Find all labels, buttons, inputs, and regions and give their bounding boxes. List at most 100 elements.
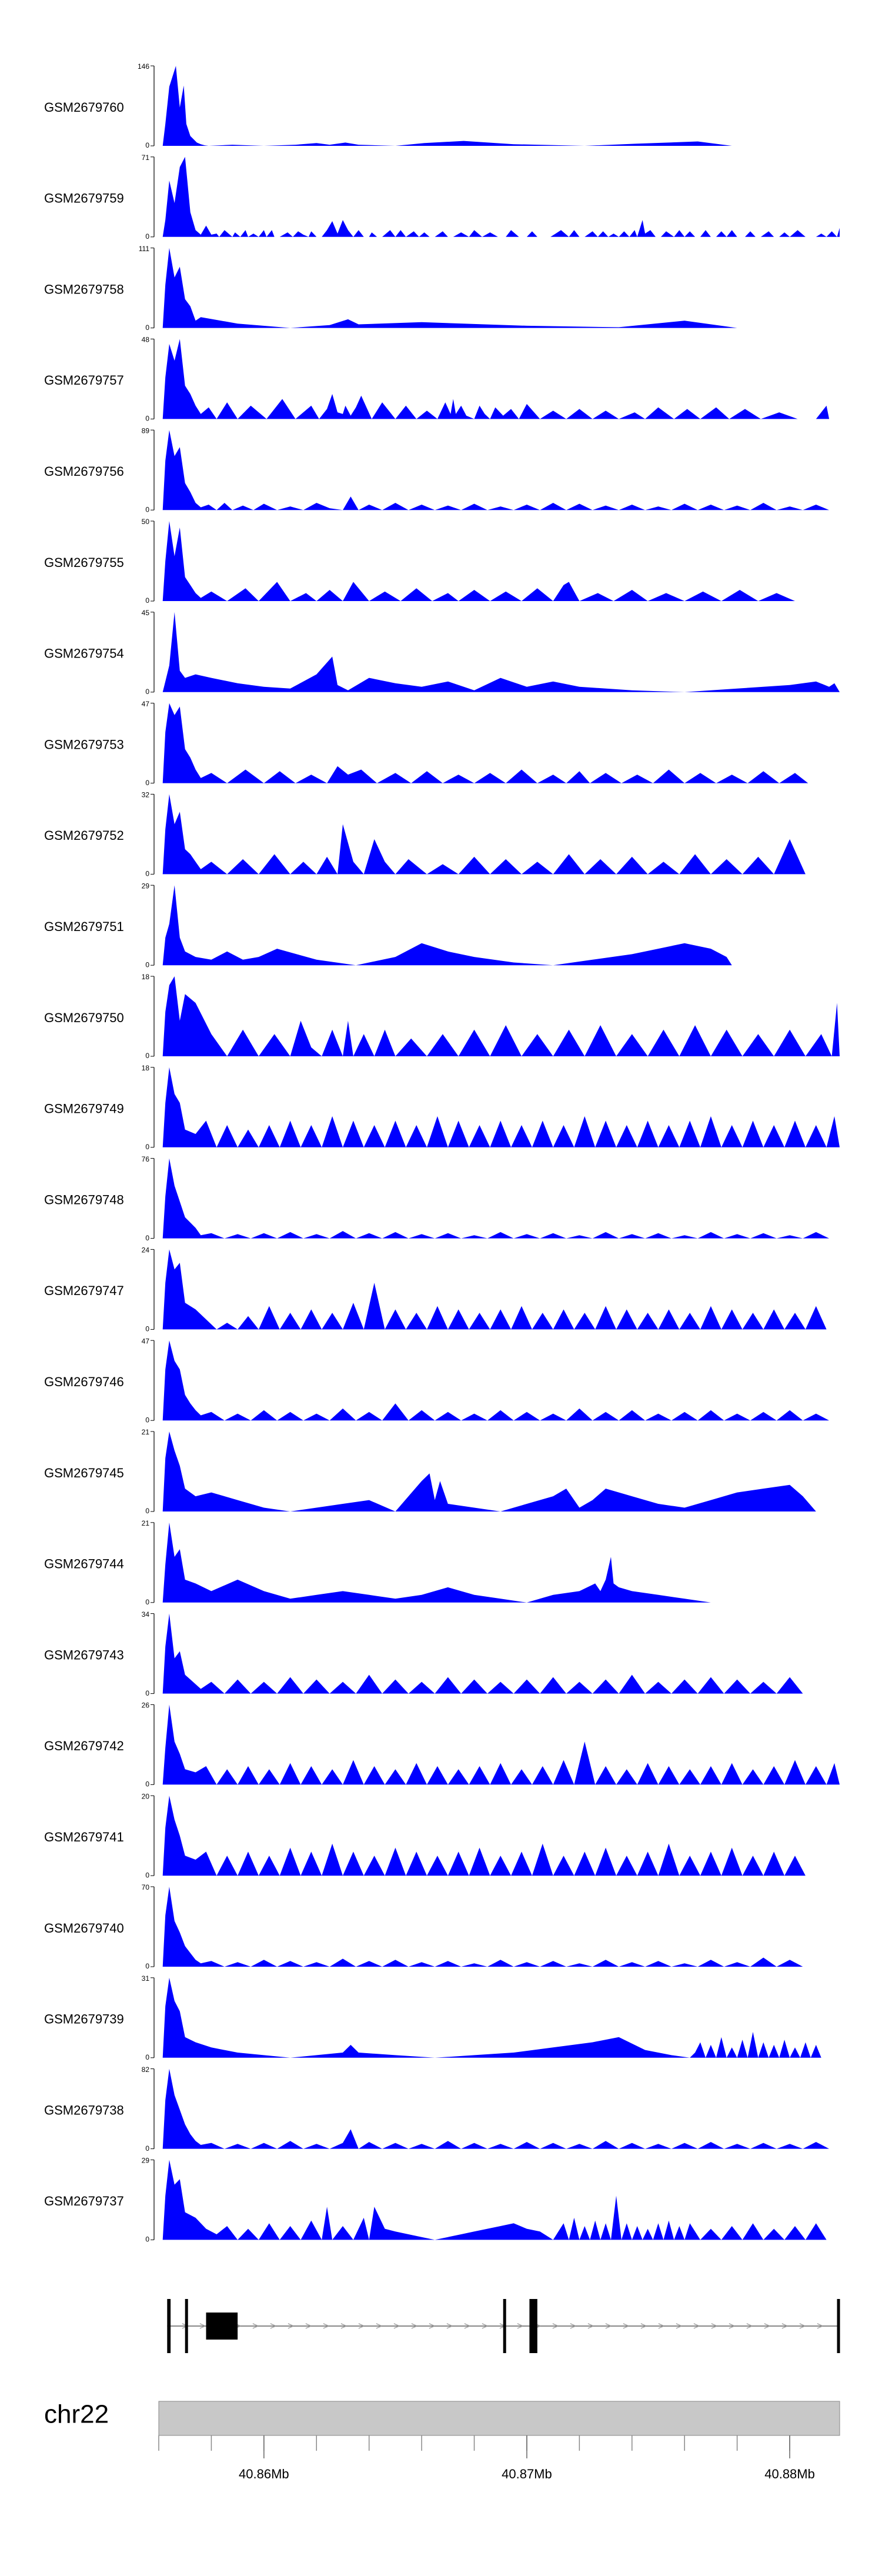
exon-block — [185, 2299, 188, 2353]
track-GSM2679751: GSM2679751 29 0 — [44, 882, 732, 969]
intron-arrow: > — [605, 2320, 612, 2332]
track-GSM2679757: GSM2679757 48 0 — [44, 336, 830, 423]
intron-arrow: > — [587, 2320, 594, 2332]
y-axis-max-label: 146 — [138, 62, 149, 71]
y-axis-max-label: 89 — [142, 426, 150, 435]
intron-arrow: > — [358, 2320, 365, 2332]
y-axis-zero-label: 0 — [145, 232, 149, 241]
y-axis-max-label: 82 — [142, 2066, 150, 2074]
chromosome-label: chr22 — [44, 2400, 109, 2429]
coverage-area — [162, 1249, 835, 1330]
y-axis-max-label: 26 — [142, 1701, 150, 1710]
y-axis-zero-label: 0 — [145, 1234, 149, 1242]
intron-arrow: > — [729, 2320, 735, 2332]
track-label: GSM2679739 — [44, 2012, 124, 2027]
y-axis-max-label: 70 — [142, 1883, 150, 1891]
y-axis-zero-label: 0 — [145, 505, 149, 513]
y-axis-zero-label: 0 — [145, 1325, 149, 1333]
y-axis-zero-label: 0 — [145, 415, 149, 423]
coverage-area — [162, 248, 737, 328]
track-label: GSM2679741 — [44, 1830, 124, 1844]
y-axis-zero-label: 0 — [145, 596, 149, 605]
track-GSM2679752: GSM2679752 32 0 — [44, 791, 821, 878]
intron-arrow: > — [570, 2320, 576, 2332]
y-axis-zero-label: 0 — [145, 870, 149, 878]
coverage-area — [162, 1158, 830, 1239]
axis-tick-label: 40.87Mb — [502, 2467, 552, 2481]
y-axis-zero-label: 0 — [145, 1689, 149, 1697]
y-axis-max-label: 24 — [142, 1246, 150, 1254]
coverage-area — [162, 794, 821, 875]
y-axis-zero-label: 0 — [145, 141, 149, 149]
axis-tick-label: 40.86Mb — [239, 2467, 289, 2481]
track-label: GSM2679737 — [44, 2194, 124, 2208]
coverage-area — [162, 521, 808, 601]
track-GSM2679756: GSM2679756 89 0 — [44, 426, 830, 513]
track-GSM2679738: GSM2679738 82 0 — [44, 2066, 830, 2153]
track-GSM2679744: GSM2679744 21 0 — [44, 1519, 727, 1606]
y-axis-zero-label: 0 — [145, 323, 149, 332]
track-label: GSM2679759 — [44, 191, 124, 206]
y-axis-max-label: 20 — [142, 1792, 150, 1800]
y-axis-max-label: 18 — [142, 1064, 150, 1072]
track-label: GSM2679744 — [44, 1557, 124, 1571]
exon-block — [529, 2299, 533, 2353]
y-axis-max-label: 47 — [142, 700, 150, 708]
y-axis-max-label: 48 — [142, 336, 150, 344]
track-GSM2679760: GSM2679760 146 0 — [44, 62, 732, 149]
intron-arrow: > — [658, 2320, 664, 2332]
track-GSM2679753: GSM2679753 47 0 — [44, 700, 808, 787]
track-GSM2679748: GSM2679748 76 0 — [44, 1155, 830, 1242]
track-label: GSM2679760 — [44, 100, 124, 115]
coverage-area — [162, 2068, 830, 2149]
intron-arrow: > — [464, 2320, 470, 2332]
track-GSM2679746: GSM2679746 47 0 — [44, 1337, 830, 1424]
y-axis-max-label: 45 — [142, 609, 150, 617]
intron-arrow: > — [711, 2320, 717, 2332]
coverage-area — [162, 976, 840, 1056]
coverage-area — [162, 1704, 840, 1785]
coverage-area — [162, 612, 840, 692]
coverage-area — [162, 703, 808, 783]
track-label: GSM2679754 — [44, 646, 124, 661]
intron-arrow: > — [182, 2320, 188, 2332]
track-label: GSM2679738 — [44, 2103, 124, 2117]
coverage-area — [162, 339, 830, 419]
y-axis-zero-label: 0 — [145, 2144, 149, 2153]
coverage-area — [162, 1340, 830, 1421]
y-axis-zero-label: 0 — [145, 960, 149, 969]
y-axis-zero-label: 0 — [145, 1780, 149, 1788]
track-label: GSM2679750 — [44, 1010, 124, 1025]
intron-arrow: > — [323, 2320, 329, 2332]
track-GSM2679745: GSM2679745 21 0 — [44, 1428, 816, 1515]
track-label: GSM2679748 — [44, 1192, 124, 1207]
intron-arrow: > — [482, 2320, 488, 2332]
intron-arrow: > — [534, 2320, 541, 2332]
y-axis-zero-label: 0 — [145, 1416, 149, 1424]
intron-arrow: > — [623, 2320, 629, 2332]
intron-arrow: > — [693, 2320, 700, 2332]
exon-block — [167, 2299, 171, 2353]
track-GSM2679741: GSM2679741 20 0 — [44, 1792, 816, 1879]
track-label: GSM2679746 — [44, 1374, 124, 1389]
intron-arrow: > — [340, 2320, 347, 2332]
intron-arrow: > — [446, 2320, 453, 2332]
y-axis-zero-label: 0 — [145, 1962, 149, 1970]
coverage-area — [162, 1432, 816, 1511]
genome-axis-track: chr22 40.86Mb 40.87Mb 40.88Mb — [44, 2400, 840, 2481]
track-GSM2679750: GSM2679750 18 0 — [44, 973, 840, 1060]
track-GSM2679759: GSM2679759 71 0 — [44, 154, 840, 241]
intron-arrow: > — [429, 2320, 435, 2332]
track-GSM2679743: GSM2679743 34 0 — [44, 1610, 816, 1697]
gene-model-track: >>>>>>>>>>>>>>>>>>>>>>>>>>>>>>>>>>>>> — [167, 2299, 840, 2353]
intron-arrow: > — [199, 2320, 206, 2332]
coverage-area — [162, 1067, 840, 1147]
track-label: GSM2679740 — [44, 1921, 124, 1936]
track-label: GSM2679745 — [44, 1466, 124, 1480]
coverage-area — [162, 1887, 816, 1967]
y-axis-max-label: 111 — [139, 245, 150, 253]
track-GSM2679758: GSM2679758 111 0 — [44, 245, 737, 332]
y-axis-zero-label: 0 — [145, 1507, 149, 1515]
intron-arrow: > — [517, 2320, 523, 2332]
